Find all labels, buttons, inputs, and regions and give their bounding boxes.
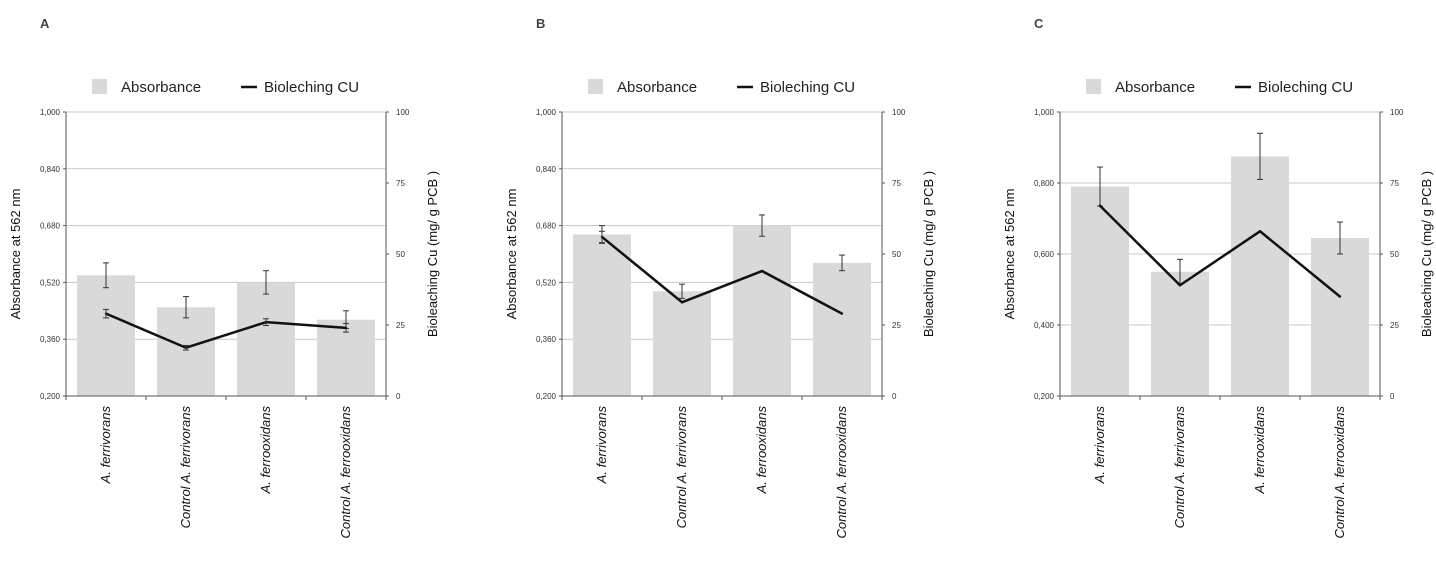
legend-absorbance-swatch xyxy=(588,79,603,94)
y-tick-label: 1,000 xyxy=(536,108,557,117)
legend-absorbance-swatch xyxy=(92,79,107,94)
x-category-label: A. ferrivorans xyxy=(1092,406,1107,485)
x-category-label: Control A. ferrooxidans xyxy=(338,406,353,539)
x-category-label: Control A. ferrooxidans xyxy=(1332,406,1347,539)
y-tick-label: 0,200 xyxy=(40,392,61,401)
y2-tick-label: 75 xyxy=(396,179,405,188)
y2-tick-label: 100 xyxy=(1390,108,1404,117)
y2-axis-title: Bioleaching Cu (mg/ g PCB ) xyxy=(1419,171,1434,337)
y2-tick-label: 25 xyxy=(396,321,405,330)
y-tick-label: 0,400 xyxy=(1034,321,1055,330)
panel-label: C xyxy=(1034,16,1044,31)
chart-panel-a: A Absorbance Bioleching CU 0,200 0,360 0,520 0… xyxy=(0,0,480,562)
x-category-label: A. ferrooxidans xyxy=(754,406,769,495)
y2-tick-label: 100 xyxy=(396,108,410,117)
y-tick-label: 0,360 xyxy=(536,335,557,344)
y2-tick-label: 25 xyxy=(1390,321,1399,330)
legend-absorbance-label: Absorbance xyxy=(121,79,201,96)
y2-tick-label: 25 xyxy=(892,321,901,330)
legend-bioleaching-label: Bioleching CU xyxy=(760,79,855,96)
y-tick-label: 0,680 xyxy=(536,222,557,231)
y2-tick-label: 50 xyxy=(892,250,901,259)
y-axis-title: Absorbance at 562 nm xyxy=(8,189,23,320)
y-tick-label: 0,360 xyxy=(40,335,61,344)
point-bioleaching xyxy=(840,312,844,315)
x-category-label: A. ferrivorans xyxy=(98,406,113,485)
point-bioleaching xyxy=(1338,295,1342,298)
y-tick-label: 0,200 xyxy=(536,392,557,401)
x-category-label: Control A. ferrivorans xyxy=(178,406,193,529)
legend-absorbance-swatch xyxy=(1086,79,1101,94)
point-bioleaching xyxy=(760,269,764,273)
legend-absorbance-label: Absorbance xyxy=(1115,79,1195,96)
y2-tick-label: 50 xyxy=(1390,250,1399,259)
bar-absorbance xyxy=(1231,156,1289,396)
y2-tick-label: 100 xyxy=(892,108,906,117)
y2-axis-title: Bioleaching Cu (mg/ g PCB ) xyxy=(425,171,440,337)
point-bioleaching xyxy=(680,301,684,304)
bar-absorbance xyxy=(157,307,215,396)
bar-absorbance xyxy=(1151,271,1209,396)
legend-bioleaching-label: Bioleching CU xyxy=(1258,79,1353,96)
y-tick-label: 0,520 xyxy=(40,278,61,287)
chart-a-svg: A Absorbance Bioleching CU 0,200 0,360 0,520 0… xyxy=(8,16,440,539)
bar-absorbance xyxy=(573,234,631,396)
y-axis-title: Absorbance at 562 nm xyxy=(504,189,519,320)
x-category-label: Control A. ferrivorans xyxy=(1172,406,1187,529)
x-category-label: Control A. ferrooxidans xyxy=(834,406,849,539)
chart-panel-c: C Absorbance Bioleching CU 0,200 0,400 0,600 0… xyxy=(994,0,1436,562)
y2-axis-title: Bioleaching Cu (mg/ g PCB ) xyxy=(921,171,936,337)
chart-b-svg: B Absorbance Bioleching CU 0,200 0,360 0,520 0… xyxy=(504,16,936,539)
y2-tick-label: 75 xyxy=(892,179,901,188)
y-tick-label: 1,000 xyxy=(1034,108,1055,117)
y2-tick-label: 0 xyxy=(396,392,401,401)
y2-tick-label: 75 xyxy=(1390,179,1399,188)
bar-absorbance xyxy=(77,275,135,396)
y-tick-label: 0,800 xyxy=(1034,179,1055,188)
y-tick-label: 0,520 xyxy=(536,278,557,287)
point-bioleaching xyxy=(1098,204,1102,207)
y-axis-title: Absorbance at 562 nm xyxy=(1002,189,1017,320)
point-bioleaching xyxy=(1178,284,1182,287)
x-category-label: A. ferrooxidans xyxy=(258,406,273,495)
y-tick-label: 1,000 xyxy=(40,108,61,117)
y-tick-label: 0,680 xyxy=(40,222,61,231)
y-tick-label: 0,600 xyxy=(1034,250,1055,259)
y2-tick-label: 50 xyxy=(396,250,405,259)
y-tick-label: 0,840 xyxy=(40,165,61,174)
line-bioleaching xyxy=(601,235,843,315)
x-category-label: A. ferrivorans xyxy=(594,406,609,485)
legend-bioleaching-label: Bioleching CU xyxy=(264,79,359,96)
y2-tick-label: 0 xyxy=(1390,392,1395,401)
x-category-label: A. ferrooxidans xyxy=(1252,406,1267,495)
line-bioleaching xyxy=(105,312,347,349)
y-tick-label: 0,840 xyxy=(536,165,557,174)
panel-label: B xyxy=(536,16,545,31)
chart-c-svg: C Absorbance Bioleching CU 0,200 0,400 0,600 0… xyxy=(1002,16,1434,539)
bar-absorbance xyxy=(653,291,711,396)
line-bioleaching xyxy=(1099,204,1341,298)
bar-absorbance xyxy=(813,262,871,396)
bar-absorbance xyxy=(733,225,791,396)
bar-absorbance xyxy=(1071,186,1129,396)
x-category-label: Control A. ferrivorans xyxy=(674,406,689,529)
panel-label: A xyxy=(40,16,50,31)
chart-panel-b: B Absorbance Bioleching CU 0,200 0,360 0,520 0… xyxy=(496,0,976,562)
bar-absorbance xyxy=(237,282,295,396)
bar-absorbance xyxy=(1311,238,1369,396)
legend-absorbance-label: Absorbance xyxy=(617,79,697,96)
y-tick-label: 0,200 xyxy=(1034,392,1055,401)
point-bioleaching xyxy=(1258,230,1262,233)
y2-tick-label: 0 xyxy=(892,392,897,401)
